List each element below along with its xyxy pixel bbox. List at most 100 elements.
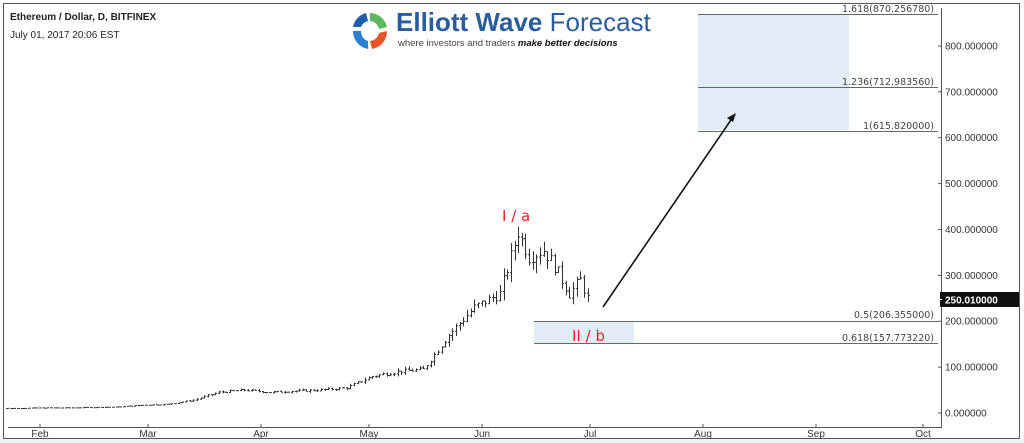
ohlc-bar	[437, 350, 440, 355]
circular-arrows-logo-icon	[352, 13, 388, 49]
ohlc-bar	[185, 400, 188, 403]
ohlc-bar	[61, 407, 64, 409]
last-price-label: 250.010000	[945, 296, 998, 307]
ohlc-bar	[492, 293, 495, 303]
ohlc-bar	[473, 299, 476, 313]
ohlc-bar	[189, 400, 192, 402]
ohlc-bar	[561, 261, 564, 290]
ohlc-bar	[495, 291, 498, 305]
ohlc-bar	[397, 368, 400, 377]
chart-frame	[3, 3, 1020, 439]
ohlc-bar	[21, 407, 24, 410]
ohlc-bar	[313, 389, 316, 392]
ohlc-bar	[327, 387, 330, 391]
tagline-plain: where investors and traders	[398, 38, 518, 49]
wave-label-bottom: II / b	[572, 327, 605, 345]
ohlc-bar	[178, 402, 181, 404]
ohlc-bar	[145, 404, 148, 406]
fib-label-1618: 1.618(870.256780)	[842, 4, 934, 15]
ohlc-bar	[451, 328, 454, 341]
ohlc-bar	[167, 403, 170, 405]
ohlc-bar	[291, 390, 294, 394]
ohlc-bar	[316, 389, 319, 392]
ohlc-bar	[276, 390, 279, 393]
x-tick-label: Oct	[915, 429, 931, 440]
ohlc-bar	[211, 394, 214, 397]
x-axis: Feb Mar Apr May Jun Jul Aug Sep Oct	[31, 424, 931, 440]
tagline-emphasis: make better decisions	[517, 38, 618, 49]
ohlc-bar	[284, 391, 287, 394]
ohlc-bar	[324, 388, 327, 391]
ohlc-bar	[302, 388, 305, 391]
ohlc-bar	[243, 388, 246, 392]
ohlc-bar	[368, 376, 371, 381]
ohlc-bar	[576, 276, 579, 297]
fib-label-05: 0.5(206.355000)	[854, 310, 934, 321]
ohlc-bar	[152, 404, 155, 406]
ohlc-bar	[331, 387, 334, 391]
ohlc-bar	[196, 398, 199, 402]
ohlc-bar	[214, 392, 217, 396]
ohlc-bar	[433, 352, 436, 366]
ohlc-bar	[65, 407, 68, 409]
ohlc-bar	[517, 226, 520, 253]
chart-timestamp: July 01, 2017 20:06 EST	[10, 30, 120, 41]
ohlc-bar	[342, 387, 345, 389]
ohlc-bar	[393, 372, 396, 377]
ohlc-bar	[192, 399, 195, 402]
ohlc-bar	[360, 381, 363, 383]
brand-logo: Elliott Wave Forecast where investors an…	[348, 7, 668, 55]
footer-band	[0, 439, 1024, 443]
y-tick-label: 400.000000	[945, 225, 998, 236]
ohlc-bar	[448, 333, 451, 348]
ohlc-bar	[568, 286, 571, 299]
ohlc-bar	[298, 388, 301, 392]
ohlc-bar	[123, 405, 126, 408]
ohlc-bar	[50, 407, 53, 409]
ohlc-bar	[378, 374, 381, 378]
chart-title: Ethereum / Dollar, D, BITFINEX	[10, 12, 157, 23]
ohlc-bar	[251, 388, 254, 392]
ohlc-bar	[565, 280, 568, 296]
ohlc-bar	[159, 404, 162, 406]
ohlc-bar	[222, 390, 225, 394]
ohlc-bar	[470, 308, 473, 318]
ohlc-bar	[200, 397, 203, 400]
ohlc-bar	[305, 389, 308, 392]
x-tick-label: Apr	[253, 429, 269, 440]
fib-support-zone	[534, 321, 634, 343]
ohlc-bar	[170, 403, 173, 405]
ohlc-bar	[280, 390, 283, 393]
brand-tagline: where investors and traders make better …	[398, 38, 618, 49]
brand-name-bold: Elliott Wave	[396, 7, 543, 37]
y-tick-label: 200.000000	[945, 317, 998, 328]
y-tick-label: 600.000000	[945, 133, 998, 144]
ohlc-bar	[426, 365, 429, 370]
ohlc-bar	[408, 366, 411, 371]
ohlc-bar	[338, 386, 341, 391]
ohlc-bar	[462, 317, 465, 327]
ohlc-bar	[543, 241, 546, 257]
ohlc-bar	[528, 248, 531, 266]
ohlc-bar	[375, 375, 378, 378]
ohlc-bar	[550, 248, 553, 262]
ohlc-bar	[207, 394, 210, 398]
ohlc-bar	[101, 406, 104, 409]
ohlc-bar	[258, 388, 261, 393]
ohlc-bar	[484, 300, 487, 308]
ohlc-bar	[389, 373, 392, 376]
ohlc-bar	[295, 390, 298, 393]
x-tick-label: Jul	[584, 429, 597, 440]
ohlc-bar	[499, 284, 502, 302]
wave-label-top: I / a	[502, 207, 530, 225]
ohlc-bar	[554, 253, 557, 276]
ohlc-bar	[539, 247, 542, 265]
x-tick-label: Mar	[139, 429, 157, 440]
ohlc-bar	[108, 406, 111, 408]
y-tick-label: 500.000000	[945, 179, 998, 190]
ohlc-bar	[459, 321, 462, 331]
ohlc-bar	[68, 407, 71, 409]
ohlc-bar	[97, 406, 100, 409]
brand-name: Elliott Wave Forecast	[396, 7, 651, 38]
ohlc-bar	[181, 401, 184, 404]
